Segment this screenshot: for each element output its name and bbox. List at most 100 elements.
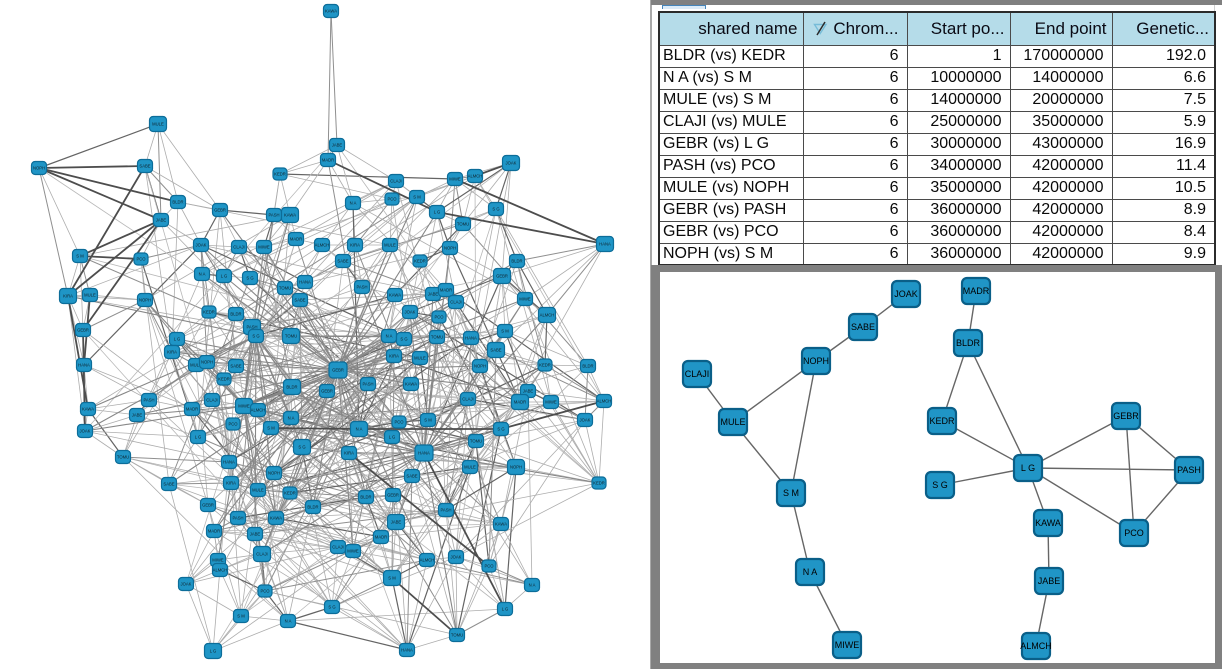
svg-text:TOMU: TOMU	[470, 439, 482, 444]
svg-text:CLAJI: CLAJI	[685, 369, 710, 379]
svg-text:MULE: MULE	[252, 488, 264, 493]
svg-text:S M: S M	[783, 488, 799, 498]
svg-text:MADR: MADR	[375, 535, 387, 540]
svg-text:CLAJI: CLAJI	[462, 397, 473, 402]
svg-text:S G: S G	[497, 427, 504, 432]
svg-text:S G: S G	[400, 337, 407, 342]
svg-text:S G: S G	[298, 445, 305, 450]
svg-text:PASH: PASH	[268, 213, 279, 218]
svg-text:KIRA: KIRA	[350, 243, 360, 248]
svg-text:JABE: JABE	[156, 218, 167, 223]
svg-text:L G: L G	[434, 210, 441, 215]
svg-text:MULE: MULE	[84, 293, 96, 298]
svg-text:KIRA: KIRA	[344, 451, 354, 456]
svg-text:L G: L G	[221, 274, 228, 279]
svg-text:MADR: MADR	[963, 286, 990, 296]
svg-text:MULE: MULE	[384, 243, 396, 248]
svg-text:MIWE: MIWE	[835, 640, 860, 650]
svg-text:PASH: PASH	[440, 508, 451, 513]
svg-text:PCO: PCO	[484, 564, 494, 569]
svg-text:PASH: PASH	[246, 325, 257, 330]
svg-text:S M: S M	[501, 329, 509, 334]
svg-text:L G: L G	[502, 607, 509, 612]
svg-text:GEBR: GEBR	[496, 274, 508, 279]
svg-text:KEDR: KEDR	[274, 172, 286, 177]
svg-text:JOAK: JOAK	[80, 429, 91, 434]
svg-text:KIRA: KIRA	[167, 350, 177, 355]
svg-text:CLAJI: CLAJI	[206, 398, 217, 403]
svg-text:MIWE: MIWE	[519, 297, 531, 302]
svg-text:GEBR: GEBR	[202, 503, 214, 508]
svg-text:PCO: PCO	[260, 589, 270, 594]
svg-text:L G: L G	[174, 337, 181, 342]
svg-text:MULE: MULE	[720, 417, 745, 427]
svg-text:S M: S M	[76, 254, 84, 259]
svg-text:ALMCH: ALMCH	[468, 174, 483, 179]
svg-text:KIRA: KIRA	[226, 481, 236, 486]
svg-text:TOMU: TOMU	[431, 335, 443, 340]
svg-text:GEBR: GEBR	[387, 493, 399, 498]
svg-text:ALMCH: ALMCH	[251, 408, 266, 413]
svg-text:GEBR: GEBR	[1113, 411, 1139, 421]
svg-text:TOMU: TOMU	[451, 633, 463, 638]
svg-text:S G: S G	[252, 334, 259, 339]
svg-text:CLAJI: CLAJI	[450, 300, 461, 305]
svg-text:TOMU: TOMU	[285, 334, 297, 339]
svg-text:L G: L G	[1021, 463, 1035, 473]
svg-text:ALMCH: ALMCH	[213, 568, 228, 573]
svg-text:PASH: PASH	[232, 516, 243, 521]
svg-text:HANA: HANA	[78, 363, 90, 368]
svg-text:MIWE: MIWE	[238, 404, 250, 409]
svg-text:NOPH: NOPH	[510, 465, 522, 470]
svg-text:N A: N A	[288, 416, 295, 421]
svg-text:JABE: JABE	[1038, 576, 1061, 586]
svg-text:MADR: MADR	[514, 400, 526, 405]
svg-text:NOPH: NOPH	[474, 364, 486, 369]
svg-text:ALMCH: ALMCH	[420, 558, 435, 563]
svg-text:L G: L G	[389, 435, 396, 440]
svg-text:JABE: JABE	[428, 292, 439, 297]
svg-text:SABE: SABE	[230, 364, 241, 369]
svg-text:PASH: PASH	[362, 382, 373, 387]
svg-text:NOPH: NOPH	[139, 298, 151, 303]
svg-text:MADR: MADR	[290, 237, 302, 242]
svg-text:N A: N A	[803, 567, 818, 577]
svg-text:TOMU: TOMU	[457, 222, 469, 227]
svg-text:MULE: MULE	[152, 122, 164, 127]
svg-text:KAWA: KAWA	[405, 382, 417, 387]
svg-text:BLDR: BLDR	[307, 505, 318, 510]
svg-text:JABE: JABE	[523, 389, 534, 394]
svg-text:SABE: SABE	[490, 348, 501, 353]
svg-text:KEDR: KEDR	[414, 259, 426, 264]
svg-text:NOPH: NOPH	[268, 471, 280, 476]
svg-text:MULE: MULE	[464, 465, 476, 470]
svg-text:KIRA: KIRA	[389, 354, 399, 359]
svg-text:KAWA: KAWA	[389, 293, 401, 298]
svg-text:S G: S G	[328, 605, 335, 610]
svg-text:HANA: HANA	[465, 336, 477, 341]
svg-text:N A: N A	[529, 583, 536, 588]
svg-text:MIWE: MIWE	[347, 549, 359, 554]
svg-text:PCO: PCO	[1124, 528, 1144, 538]
svg-text:SABE: SABE	[406, 474, 417, 479]
svg-text:KAWA: KAWA	[495, 522, 507, 527]
svg-text:BLDR: BLDR	[582, 364, 593, 369]
svg-text:S M: S M	[237, 614, 245, 619]
svg-text:MADR: MADR	[208, 529, 220, 534]
svg-text:HANA: HANA	[599, 242, 611, 247]
svg-text:JABE: JABE	[250, 532, 261, 537]
svg-text:L G: L G	[210, 649, 217, 654]
svg-text:N A: N A	[386, 334, 393, 339]
svg-text:HANA: HANA	[401, 648, 413, 653]
svg-text:PASH: PASH	[143, 398, 154, 403]
svg-text:GEBR: GEBR	[214, 208, 226, 213]
svg-text:N A: N A	[285, 619, 292, 624]
svg-text:ALMCH: ALMCH	[315, 243, 330, 248]
svg-text:MIWE: MIWE	[258, 245, 270, 250]
svg-text:PCO: PCO	[394, 420, 404, 425]
svg-text:S G: S G	[492, 207, 499, 212]
svg-text:S M: S M	[267, 426, 275, 431]
svg-text:TOMU: TOMU	[117, 455, 129, 460]
svg-text:SABE: SABE	[139, 164, 150, 169]
svg-text:NOPH: NOPH	[444, 246, 456, 251]
